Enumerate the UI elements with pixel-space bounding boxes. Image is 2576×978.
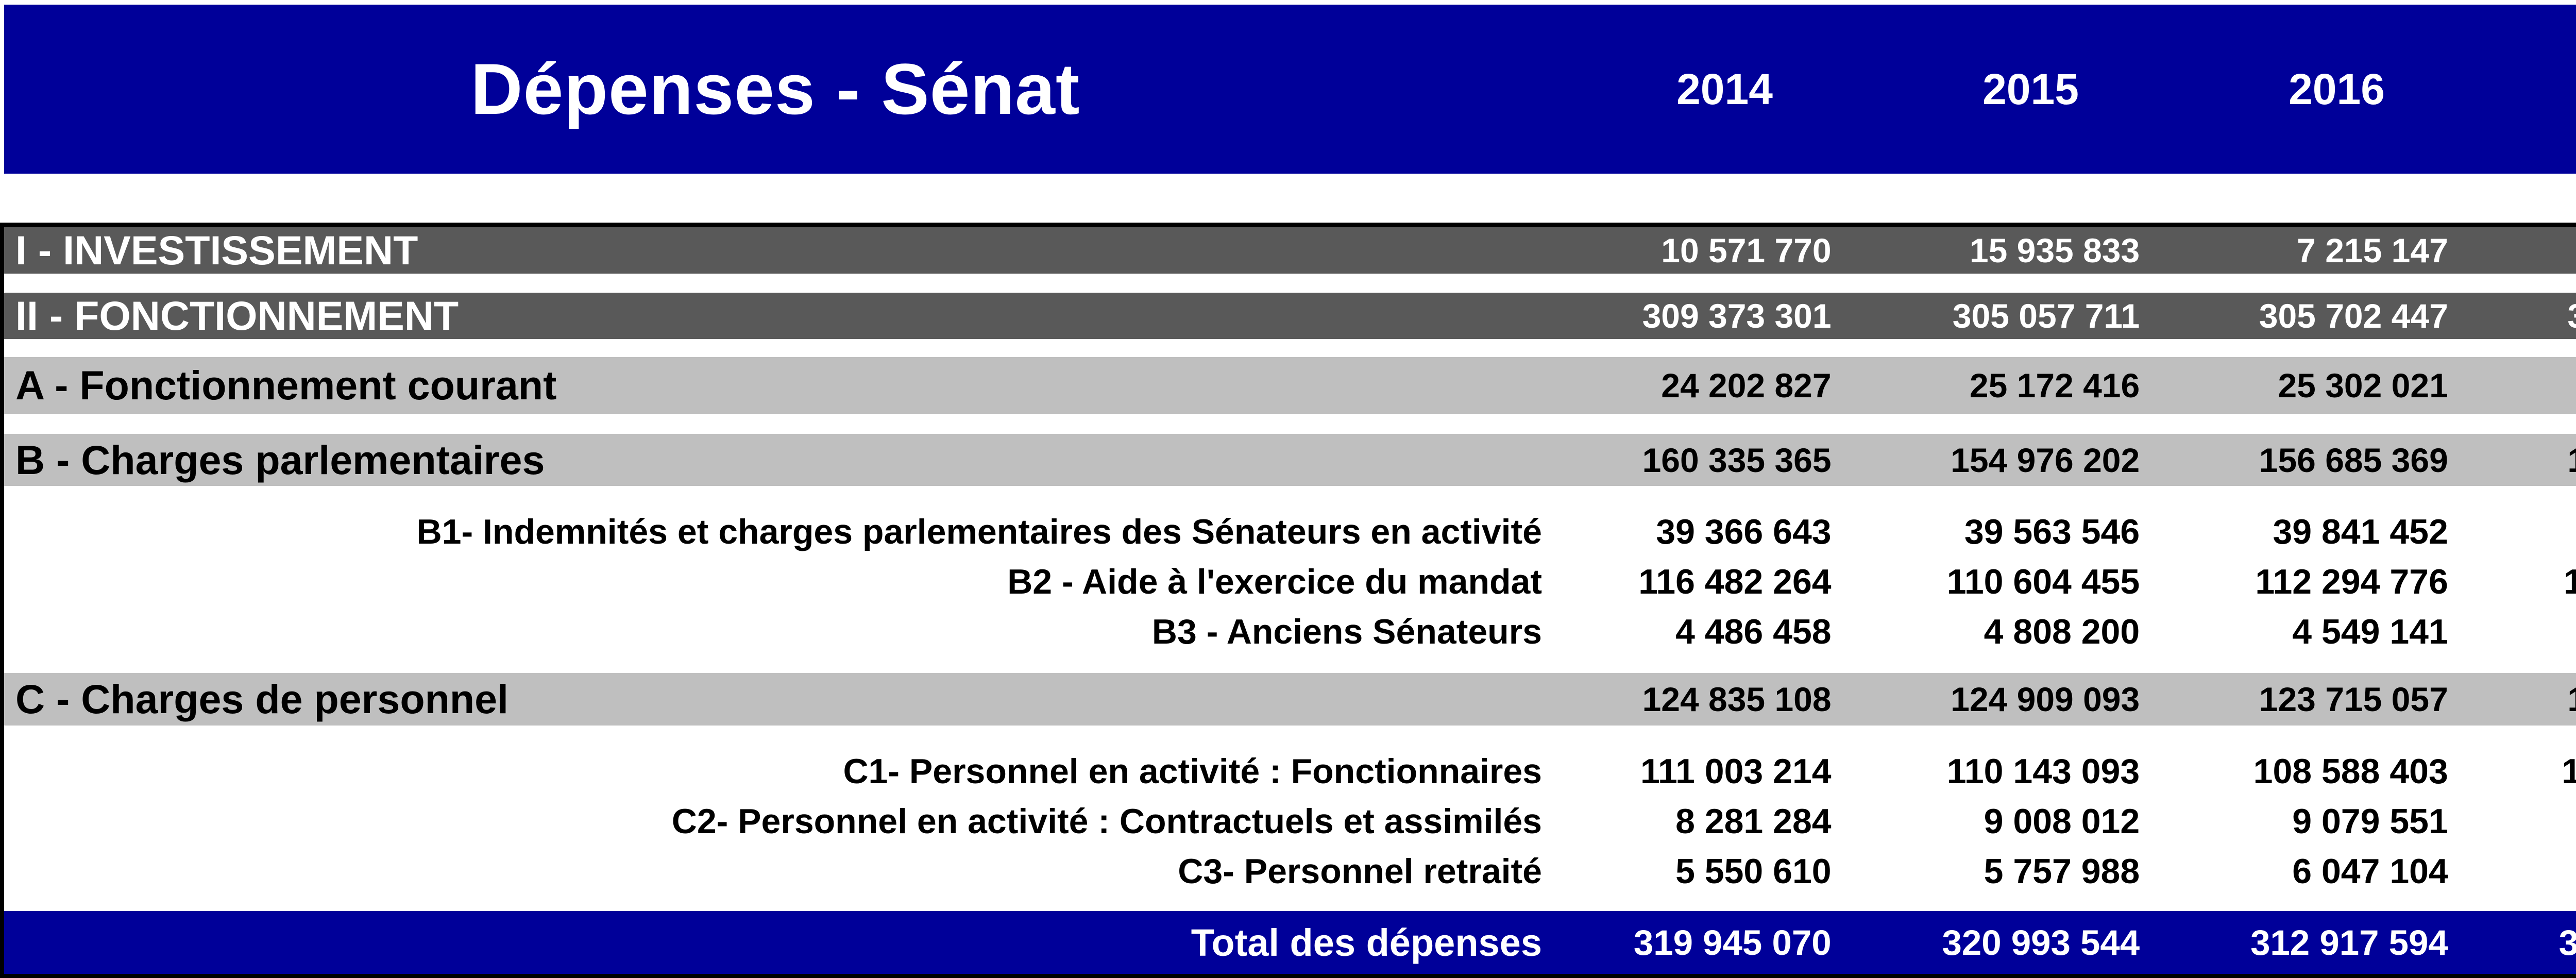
row-separator: [4, 339, 2576, 357]
value-cell: 4 685 657: [2471, 612, 2576, 652]
row-label: I - INVESTISSEMENT: [15, 227, 418, 273]
table-row-charges-de-personnel: C - Charges de personnel 124 835 108 124…: [4, 673, 2576, 726]
table-row-c3: C3- Personnel retraité 5 550 610 5 757 9…: [4, 846, 2576, 896]
table-row-fonctionnement: II - FONCTIONNEMENT 309 373 301 305 057 …: [4, 293, 2576, 339]
value-cell: 305 702 447: [2259, 297, 2448, 335]
value-cell: 39 563 546: [1964, 512, 2140, 551]
total-label: Total des dépenses: [1191, 921, 1542, 964]
year-header-2015: 2015: [1982, 64, 2079, 113]
value-cell: 6 047 104: [2292, 851, 2448, 891]
value-cell: 154 976 202: [1951, 441, 2140, 479]
total-value-cell: 333 256 702: [2558, 922, 2576, 963]
value-cell: 9 025 980: [2471, 801, 2576, 841]
value-cell: 110 604 455: [1946, 562, 2140, 601]
value-cell: 111 003 214: [1640, 751, 1832, 791]
value-cell: 4 486 458: [1675, 612, 1832, 651]
value-cell: 123 594 894: [2471, 680, 2576, 719]
row-label: C3- Personnel retraité: [1178, 851, 1542, 891]
expense-table: I - INVESTISSEMENT 10 571 770 15 935 833…: [0, 223, 2576, 978]
value-cell: 112 294 776: [2255, 562, 2448, 601]
table-row-b3: B3 - Anciens Sénateurs 4 486 458 4 808 2…: [4, 606, 2576, 656]
year-header-2014: 2014: [1676, 64, 1773, 113]
value-cell: 156 685 369: [2259, 441, 2448, 479]
row-label: C - Charges de personnel: [15, 676, 509, 722]
page-title: Dépenses - Sénat: [470, 48, 1080, 129]
value-cell: 309 359 995: [2471, 296, 2576, 335]
row-label: C1- Personnel en activité : Fonctionnair…: [843, 751, 1542, 791]
value-cell: 116 482 264: [1638, 562, 1832, 601]
table-row-b2: B2 - Aide à l'exercice du mandat 116 482…: [4, 557, 2576, 606]
value-cell: 10 571 770: [1661, 231, 1832, 269]
value-cell: 309 373 301: [1642, 297, 1832, 335]
value-cell: 115 422 794: [2563, 562, 2576, 601]
value-cell: 9 008 012: [1984, 801, 2140, 841]
title-band: Dépenses - Sénat 2014 2015 2016 2017 201…: [4, 5, 2576, 174]
value-cell: 124 835 108: [1642, 680, 1832, 718]
value-cell: 5 550 610: [1675, 851, 1832, 891]
value-cell: 25 302 021: [2278, 366, 2448, 404]
value-cell: 6 154 700: [2471, 851, 2576, 891]
value-cell: 39 841 452: [2273, 512, 2448, 551]
value-cell: 24 202 827: [1661, 366, 1832, 404]
table-row-fonctionnement-courant: A - Fonctionnement courant 24 202 827 25…: [4, 357, 2576, 414]
value-cell: 123 715 057: [2259, 680, 2448, 718]
row-separator: [4, 274, 2576, 293]
table-row-charges-parlementaires: B - Charges parlementaires 160 335 365 1…: [4, 434, 2576, 486]
value-cell: 7 215 147: [2297, 231, 2448, 269]
row-label: A - Fonctionnement courant: [15, 362, 557, 408]
value-cell: 110 143 093: [1946, 751, 2140, 791]
value-cell: 4 549 141: [2292, 612, 2448, 651]
value-cell: 9 079 551: [2292, 801, 2448, 841]
value-cell: 305 057 711: [1952, 297, 2140, 335]
value-cell: 108 414 214: [2562, 751, 2576, 791]
value-cell: 160 514 344: [2471, 441, 2576, 480]
row-label: II - FONCTIONNEMENT: [15, 293, 459, 339]
total-value-cell: 319 945 070: [1633, 922, 1832, 963]
year-header-2016: 2016: [2289, 64, 2385, 113]
table-row-investissement: I - INVESTISSEMENT 10 571 770 15 935 833…: [4, 227, 2576, 274]
value-cell: 8 281 284: [1675, 801, 1832, 841]
total-value-cell: 320 993 544: [1942, 922, 2140, 963]
row-label: B3 - Anciens Sénateurs: [1151, 612, 1542, 651]
value-cell: 25 250 756: [2471, 366, 2576, 405]
table-row-c2: C2- Personnel en activité : Contractuels…: [4, 796, 2576, 846]
value-cell: 160 335 365: [1642, 441, 1832, 479]
table-row-c1: C1- Personnel en activité : Fonctionnair…: [4, 746, 2576, 796]
value-cell: 4 808 200: [1984, 612, 2140, 651]
detail-rows-b: B1- Indemnités et charges parlementaires…: [4, 486, 2576, 673]
year-header-2017: 2017: [2465, 5, 2576, 174]
value-cell: 25 172 416: [1969, 366, 2140, 404]
value-cell: 108 588 403: [2253, 751, 2448, 791]
detail-rows-c: C1- Personnel en activité : Fonctionnair…: [4, 726, 2576, 911]
row-label: B - Charges parlementaires: [15, 436, 545, 483]
value-cell: 15 935 833: [1969, 231, 2140, 269]
row-separator: [4, 414, 2576, 434]
row-label: B1- Indemnités et charges parlementaires…: [416, 512, 1542, 551]
value-cell: 39 366 643: [1656, 512, 1832, 551]
value-cell: 5 757 988: [1984, 851, 2140, 891]
table-row-b1: B1- Indemnités et charges parlementaires…: [4, 507, 2576, 557]
row-label: B2 - Aide à l'exercice du mandat: [1007, 562, 1542, 601]
total-value-cell: 312 917 594: [2250, 922, 2448, 963]
value-cell: 40 405 894: [2471, 512, 2576, 552]
table-row-total: Total des dépenses 319 945 070 320 993 5…: [4, 911, 2576, 974]
value-cell: 124 909 093: [1951, 680, 2140, 718]
row-label: C2- Personnel en activité : Contractuels…: [671, 801, 1542, 841]
value-cell: 23 896 707: [2471, 231, 2576, 270]
